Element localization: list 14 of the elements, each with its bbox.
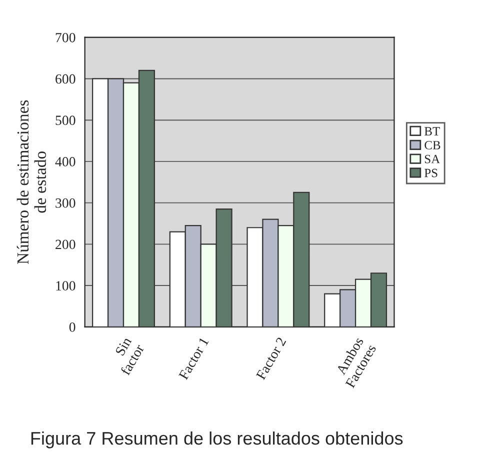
y-tick-label: 400	[55, 157, 76, 166]
legend-label: PS	[424, 168, 438, 178]
y-tick-label: 700	[56, 32, 76, 42]
legend-label: SA	[424, 154, 440, 164]
y-tick-label: 0	[69, 322, 76, 332]
y-tick-label: 100	[56, 281, 76, 290]
legend-label: BT	[424, 127, 440, 136]
y-tick-label: 500	[56, 116, 76, 126]
y-tick-label: 600	[56, 74, 76, 84]
y-tick-label: 300	[56, 198, 76, 208]
y-axis-title: Número de estimaciones de estado	[16, 100, 46, 264]
y-tick-label: 200	[56, 240, 76, 250]
legend-label: CB	[424, 140, 440, 150]
text: Figura 7 Resumen de los resultados obtenidos	[31, 431, 403, 448]
